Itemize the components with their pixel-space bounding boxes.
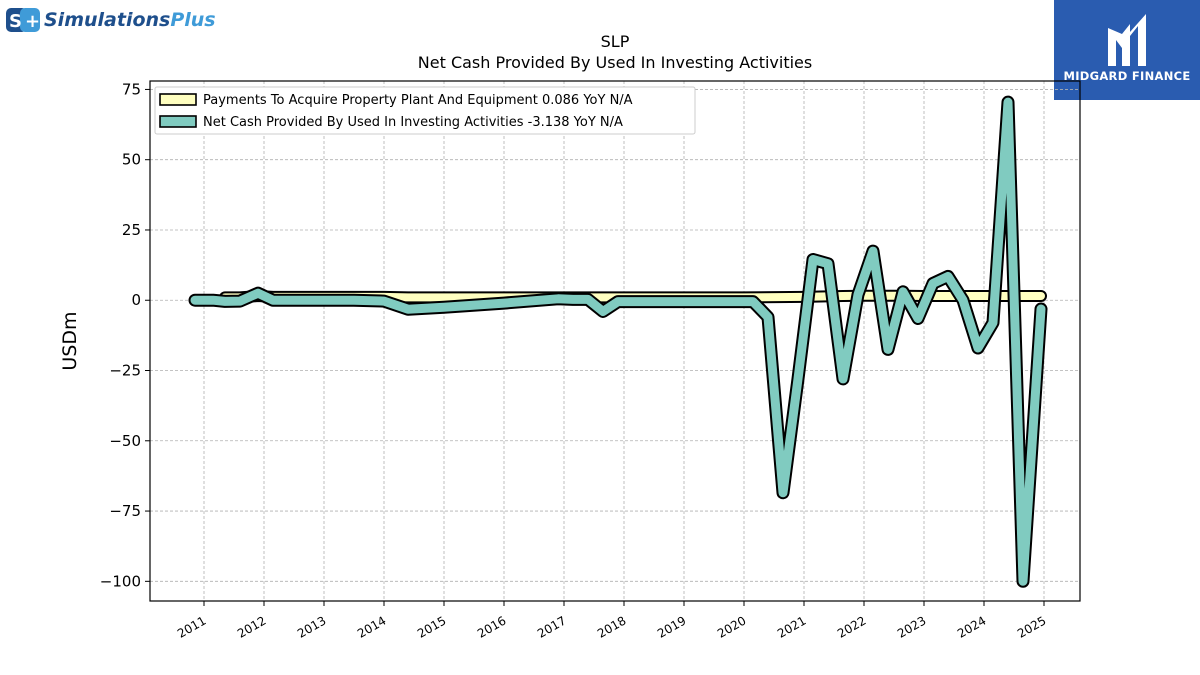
y-tick-label: −25: [109, 362, 141, 380]
y-axis-label: USDm: [59, 311, 81, 370]
y-tick-label: 75: [122, 80, 141, 98]
midgard-finance-logo: MIDGARD FINANCE: [1054, 0, 1200, 100]
legend-swatch-net-cash-investing: [159, 115, 197, 128]
grid: [150, 81, 1080, 601]
x-tick-label: 2022: [835, 613, 868, 640]
svg-text:+: +: [25, 11, 40, 32]
x-axis-ticks: 2011 2012 2013 2014 2015 2016 2017 2018 2019 2020…: [175, 601, 1049, 641]
y-axis-ticks: 75 50 25 0 −25 −50 −75 −100: [100, 80, 150, 590]
y-tick-label: −50: [109, 432, 141, 450]
x-tick-label: 2024: [955, 613, 988, 640]
chart-title: SLP: [601, 32, 630, 51]
series-1: [188, 95, 1048, 588]
series-line: [190, 97, 1046, 586]
midgard-finance-wordmark: MIDGARD FINANCE: [1063, 69, 1191, 83]
x-tick-label: 2025: [1015, 613, 1048, 640]
legend-swatch-payments-ppe: [159, 93, 197, 106]
simulations-plus-logo: S + SimulationsPlus: [6, 6, 216, 34]
x-tick-label: 2021: [775, 613, 808, 640]
svg-text:S: S: [9, 11, 22, 32]
legend: Payments To Acquire Property Plant And E…: [154, 86, 696, 135]
x-tick-label: 2019: [655, 613, 688, 640]
series-line-outline: [188, 95, 1048, 588]
x-tick-label: 2016: [475, 613, 508, 640]
x-tick-label: 2017: [535, 613, 568, 640]
simulations-plus-wordmark: SimulationsPlus: [44, 9, 216, 31]
y-tick-label: 50: [122, 151, 141, 169]
y-tick-label: −75: [109, 502, 141, 520]
legend-box: [154, 86, 696, 135]
x-tick-label: 2013: [295, 613, 328, 640]
chart-subtitle: Net Cash Provided By Used In Investing A…: [418, 53, 812, 72]
series-layer: [188, 95, 1048, 588]
legend-label-net-cash-investing: Net Cash Provided By Used In Investing A…: [203, 115, 623, 130]
x-tick-label: 2012: [235, 613, 268, 640]
x-tick-label: 2020: [715, 613, 748, 640]
y-tick-label: −100: [100, 572, 141, 590]
x-tick-label: 2023: [895, 613, 928, 640]
x-tick-label: 2014: [355, 613, 388, 640]
plot-area-frame: [149, 80, 1081, 602]
x-tick-label: 2015: [415, 613, 448, 640]
y-tick-label: 0: [131, 291, 141, 309]
s-plus-badge-icon: S +: [6, 8, 40, 32]
midgard-m-icon: [1108, 14, 1146, 66]
x-tick-label: 2018: [595, 613, 628, 640]
y-tick-label: 25: [122, 221, 141, 239]
legend-label-payments-ppe: Payments To Acquire Property Plant And E…: [203, 93, 633, 108]
x-tick-label: 2011: [175, 613, 208, 640]
